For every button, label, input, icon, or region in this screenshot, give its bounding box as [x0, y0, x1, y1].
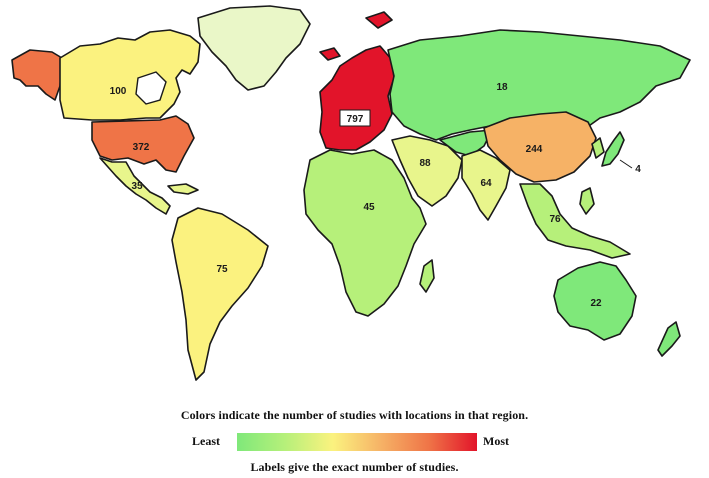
- region-caribbean[interactable]: [167, 183, 199, 195]
- legend-most-label: Most: [483, 434, 509, 448]
- legend-gradient-bar: [237, 433, 477, 451]
- region-svalbard[interactable]: [365, 11, 393, 29]
- label-japan: 4: [635, 164, 641, 175]
- label-china: 244: [526, 144, 543, 155]
- region-canada[interactable]: [59, 29, 201, 121]
- caption-top: Colors indicate the number of studies wi…: [180, 408, 529, 422]
- label-middle-east: 88: [419, 158, 431, 169]
- label-usa: 372: [133, 142, 150, 153]
- region-australia[interactable]: [553, 261, 637, 341]
- region-new-zealand[interactable]: [657, 321, 681, 357]
- region-alaska[interactable]: [11, 49, 63, 101]
- world-map: 100 372 35 75 797 18 88 45 64 244 4 76 2…: [11, 5, 691, 381]
- label-russia: 18: [496, 82, 508, 93]
- label-south-america: 75: [216, 264, 228, 275]
- region-central-america[interactable]: [99, 157, 171, 215]
- label-canada: 100: [110, 86, 127, 97]
- region-south-america[interactable]: [171, 207, 269, 381]
- label-southeast-asia: 76: [549, 214, 561, 225]
- label-africa: 45: [363, 202, 375, 213]
- region-usa[interactable]: [91, 115, 195, 173]
- region-europe[interactable]: [319, 45, 395, 151]
- region-south-asia[interactable]: [461, 149, 511, 221]
- region-greenland[interactable]: [197, 5, 311, 91]
- region-philippines[interactable]: [579, 187, 595, 215]
- label-central-america: 35: [131, 181, 143, 192]
- region-japan[interactable]: [601, 131, 625, 167]
- label-europe: 797: [347, 114, 364, 125]
- region-china[interactable]: [483, 111, 597, 183]
- legend-least-label: Least: [192, 434, 220, 448]
- region-russia[interactable]: [387, 29, 691, 141]
- region-southeast-asia[interactable]: [519, 183, 631, 259]
- color-legend: Least Most: [0, 430, 709, 454]
- region-middle-east[interactable]: [391, 135, 463, 207]
- label-south-asia: 64: [480, 178, 492, 189]
- region-korea[interactable]: [591, 137, 605, 159]
- region-africa[interactable]: [303, 149, 427, 317]
- europe-label-box: [339, 109, 371, 127]
- region-iceland[interactable]: [319, 47, 341, 61]
- caption-bottom: Labels give the exact number of studies.: [250, 460, 459, 474]
- japan-leader-line: [619, 159, 633, 169]
- region-madagascar[interactable]: [419, 259, 435, 293]
- label-australia: 22: [590, 298, 602, 309]
